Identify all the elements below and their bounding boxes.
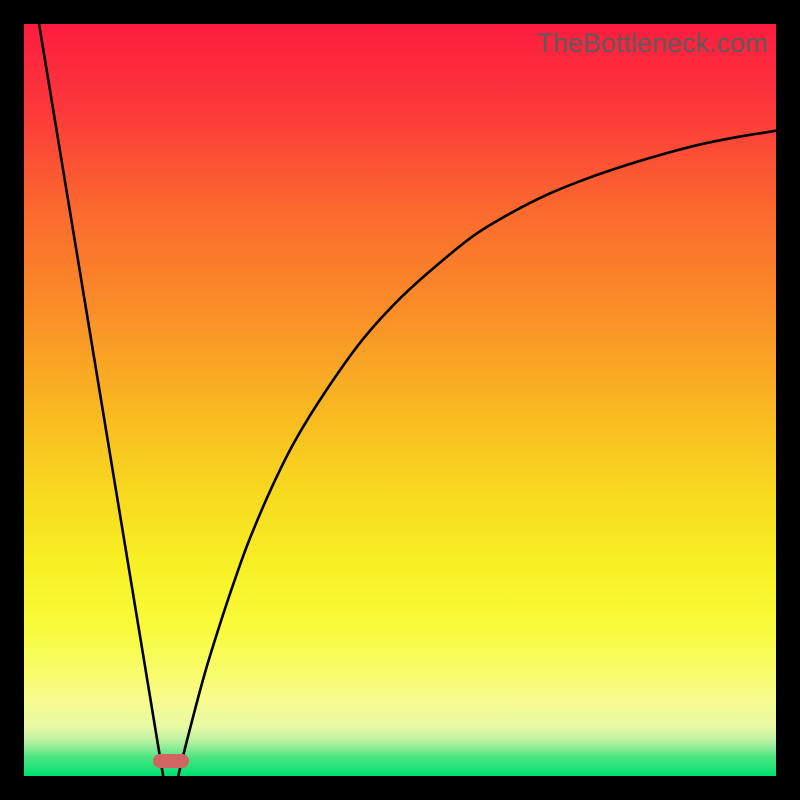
outer-frame: TheBottleneck.com (0, 0, 800, 800)
plot-area (24, 24, 776, 776)
watermark-text: TheBottleneck.com (537, 28, 768, 59)
trough-marker (153, 754, 189, 768)
curve-left-branch (39, 24, 163, 776)
curve-right-branch (178, 131, 776, 776)
curve-svg (24, 24, 776, 776)
